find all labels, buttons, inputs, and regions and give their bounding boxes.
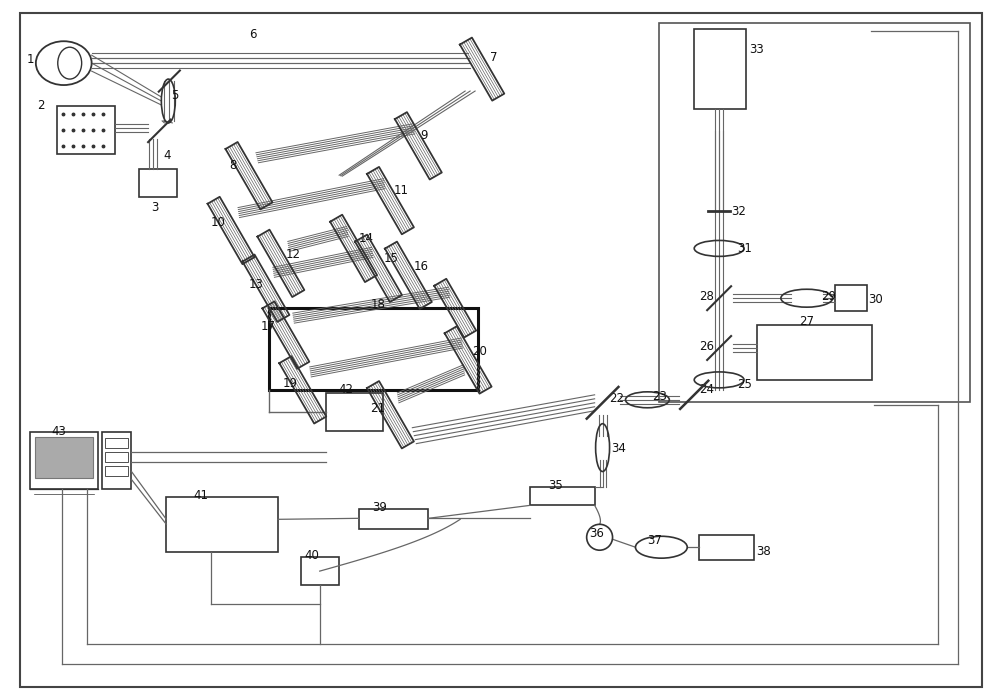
Text: 30: 30 [869, 293, 883, 306]
Text: 1: 1 [27, 53, 34, 66]
Text: 22: 22 [610, 392, 625, 405]
Bar [105, 438, 128, 447]
Text: 35: 35 [548, 480, 563, 493]
Text: 7: 7 [490, 51, 498, 64]
Text: 2: 2 [37, 99, 44, 112]
Text: 6: 6 [249, 28, 256, 41]
Text: 25: 25 [737, 378, 752, 391]
Text: 26: 26 [699, 340, 714, 353]
Text: 10: 10 [211, 216, 226, 228]
Text: 21: 21 [371, 402, 386, 415]
Bar [694, 29, 746, 109]
Bar [166, 498, 278, 552]
Bar [835, 286, 867, 312]
Text: 32: 32 [731, 204, 746, 218]
Text: 38: 38 [756, 545, 771, 558]
Text: 29: 29 [821, 290, 836, 303]
Text: 9: 9 [420, 129, 428, 142]
Text: 33: 33 [749, 43, 764, 56]
Text: 39: 39 [373, 501, 387, 514]
Bar [301, 557, 339, 585]
Bar [102, 432, 131, 489]
Text: 14: 14 [359, 232, 374, 246]
Bar [269, 308, 478, 390]
Bar [105, 466, 128, 475]
Text: 5: 5 [171, 89, 179, 102]
Bar [699, 536, 754, 560]
Text: 20: 20 [472, 345, 487, 358]
Text: 13: 13 [249, 279, 264, 291]
Bar [659, 23, 970, 402]
Text: 34: 34 [612, 442, 626, 454]
Text: 27: 27 [799, 315, 814, 328]
Text: 41: 41 [193, 489, 208, 503]
Bar [139, 169, 177, 197]
Text: 16: 16 [413, 260, 428, 274]
Text: 43: 43 [52, 425, 67, 438]
Text: 17: 17 [261, 320, 276, 333]
Bar [359, 510, 428, 529]
Bar [35, 437, 93, 479]
Text: 18: 18 [371, 298, 385, 312]
Text: 28: 28 [699, 290, 714, 303]
Bar [30, 432, 98, 489]
Bar [326, 393, 383, 430]
Bar [57, 106, 115, 154]
Text: 23: 23 [652, 390, 667, 402]
Text: 37: 37 [647, 534, 662, 547]
Text: 40: 40 [305, 550, 320, 562]
Text: 11: 11 [393, 183, 408, 197]
Text: 12: 12 [286, 248, 301, 261]
Text: 36: 36 [590, 527, 605, 540]
Text: 31: 31 [737, 242, 752, 256]
Text: 8: 8 [229, 159, 236, 172]
Text: 42: 42 [339, 383, 354, 396]
Bar [105, 452, 128, 461]
Text: 15: 15 [383, 253, 398, 265]
Text: 4: 4 [163, 149, 171, 162]
Bar [757, 325, 872, 380]
Text: 24: 24 [699, 383, 714, 396]
Text: 19: 19 [283, 377, 298, 390]
Bar [530, 487, 595, 505]
Text: 3: 3 [151, 201, 159, 214]
